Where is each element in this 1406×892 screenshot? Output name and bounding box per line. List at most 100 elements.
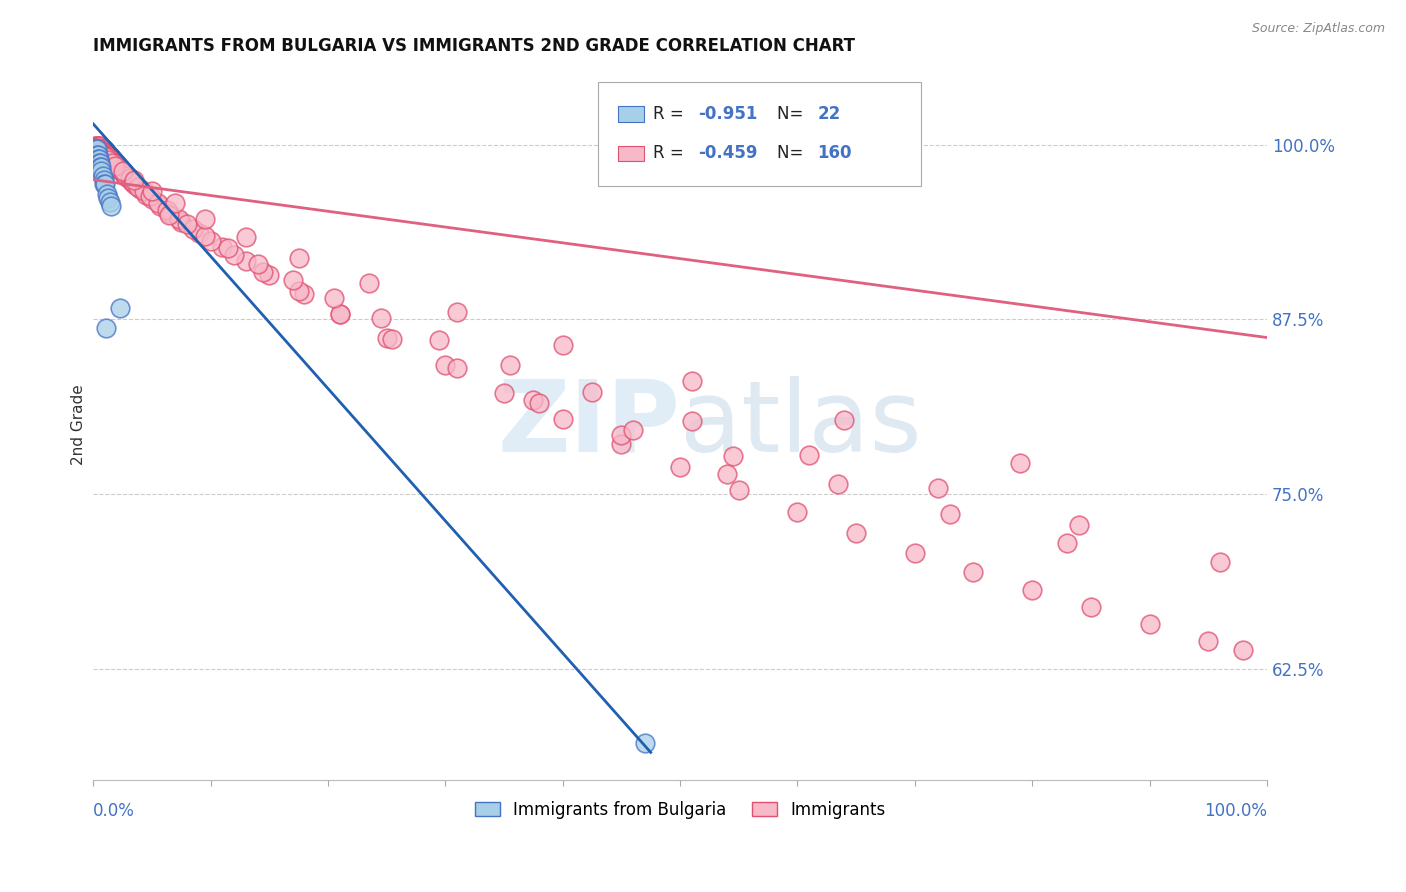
Point: [94, 152, 117, 166]
Point: [87, 156, 110, 170]
Point: [97, 152, 120, 166]
Y-axis label: 2nd Grade: 2nd Grade: [72, 384, 86, 465]
Point: [101, 153, 124, 168]
Point: [527, 396, 550, 410]
Point: [96, 146, 118, 161]
Point: [634, 735, 657, 749]
Point: [246, 256, 269, 270]
Point: [100, 150, 122, 164]
Point: [1080, 600, 1102, 615]
Point: [357, 276, 380, 290]
Point: [93, 142, 115, 156]
Point: [721, 450, 744, 464]
Point: [681, 414, 703, 428]
Point: [97, 191, 120, 205]
Point: [89, 156, 111, 170]
Point: [429, 334, 451, 348]
Point: [111, 164, 134, 178]
Point: [89, 144, 111, 158]
Point: [176, 218, 198, 232]
Point: [146, 196, 169, 211]
Point: [1010, 456, 1032, 470]
Point: [322, 292, 344, 306]
Point: [90, 149, 112, 163]
Point: [939, 507, 962, 521]
Point: [87, 146, 110, 161]
Text: Source: ZipAtlas.com: Source: ZipAtlas.com: [1251, 22, 1385, 36]
Point: [91, 142, 114, 156]
Point: [89, 147, 111, 161]
Point: [797, 448, 820, 462]
Point: [90, 160, 112, 174]
Point: [98, 153, 121, 168]
Point: [222, 248, 245, 262]
Point: [141, 192, 163, 206]
Point: [89, 144, 111, 158]
Text: 0.0%: 0.0%: [93, 802, 135, 820]
Point: [127, 179, 149, 194]
Point: [211, 240, 233, 254]
Point: [98, 195, 121, 210]
Text: N=: N=: [778, 145, 808, 162]
Text: R =: R =: [652, 105, 689, 123]
Text: 100.0%: 100.0%: [1204, 802, 1267, 820]
Point: [90, 145, 112, 159]
Point: [156, 203, 179, 218]
Point: [104, 156, 127, 170]
Text: IMMIGRANTS FROM BULGARIA VS IMMIGRANTS 2ND GRADE CORRELATION CHART: IMMIGRANTS FROM BULGARIA VS IMMIGRANTS 2…: [93, 37, 855, 55]
Point: [86, 147, 108, 161]
Point: [114, 169, 136, 183]
Point: [845, 526, 868, 541]
Point: [93, 172, 115, 186]
Point: [111, 166, 134, 180]
Point: [135, 188, 157, 202]
Point: [287, 285, 309, 299]
Point: [89, 139, 111, 153]
Point: [194, 228, 217, 243]
Point: [370, 310, 392, 325]
Point: [86, 145, 108, 159]
Point: [138, 189, 160, 203]
Text: R =: R =: [652, 145, 689, 162]
Point: [86, 139, 108, 153]
Point: [1232, 643, 1254, 657]
Point: [181, 221, 204, 235]
Point: [90, 140, 112, 154]
Point: [1209, 556, 1232, 570]
Point: [86, 140, 108, 154]
Point: [83, 139, 105, 153]
Point: [94, 177, 117, 191]
Point: [98, 150, 121, 164]
Text: -0.951: -0.951: [697, 105, 756, 123]
Point: [101, 152, 124, 166]
Point: [122, 172, 145, 186]
Point: [117, 171, 139, 186]
Point: [87, 147, 110, 161]
Point: [375, 330, 398, 344]
Point: [94, 144, 117, 158]
Point: [669, 460, 692, 475]
Point: [94, 145, 117, 159]
Point: [727, 483, 749, 497]
Point: [84, 142, 107, 156]
Point: [200, 234, 222, 248]
Point: [257, 268, 280, 282]
Point: [446, 305, 468, 319]
Point: [217, 241, 239, 255]
Point: [94, 320, 117, 334]
Point: [87, 139, 110, 153]
Point: [294, 287, 316, 301]
Point: [103, 154, 125, 169]
Point: [121, 176, 143, 190]
Point: [97, 147, 120, 161]
Point: [96, 147, 118, 161]
Point: [91, 150, 114, 164]
Point: [87, 142, 110, 156]
Point: [110, 163, 132, 178]
Point: [87, 144, 110, 158]
Point: [235, 253, 257, 268]
Point: [170, 214, 193, 228]
Point: [492, 386, 515, 401]
Text: N=: N=: [778, 105, 808, 123]
Point: [101, 156, 124, 170]
